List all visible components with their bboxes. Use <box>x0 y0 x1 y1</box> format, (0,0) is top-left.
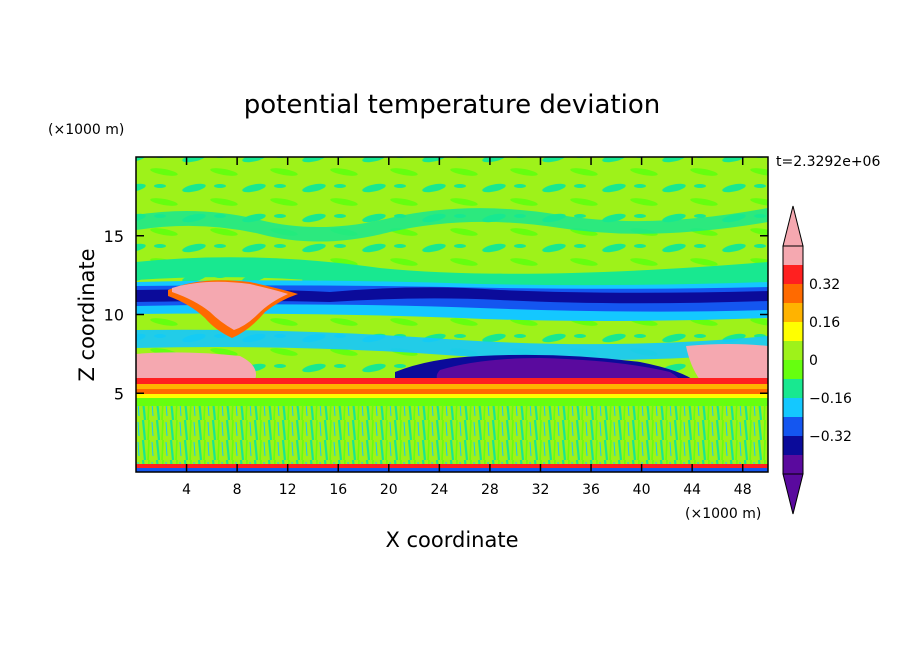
colorbar-swatch <box>783 417 803 436</box>
x-tick-label: 32 <box>532 482 550 498</box>
x-unit-label: (×1000 m) <box>685 506 761 522</box>
colorbar-swatch <box>783 322 803 341</box>
x-tick-label: 8 <box>233 482 242 498</box>
colorbar-label: 0.32 <box>809 277 840 293</box>
y-tick-label: 15 <box>104 227 124 246</box>
x-axis-label: X coordinate <box>385 528 518 552</box>
colorbar-label: −0.32 <box>809 429 852 445</box>
colorbar-label: −0.16 <box>809 391 852 407</box>
colorbar-swatch <box>783 436 803 455</box>
time-label: t=2.3292e+06 <box>776 154 880 170</box>
colorbar-swatch <box>783 455 803 474</box>
x-tick-label: 20 <box>380 482 398 498</box>
x-tick-label: 12 <box>279 482 297 498</box>
x-tick-label: 24 <box>430 482 448 498</box>
colorbar-swatch <box>783 360 803 379</box>
chart-title: potential temperature deviation <box>244 90 660 120</box>
colorbar-over-arrow <box>782 205 804 247</box>
y-tick-label: 10 <box>104 306 124 325</box>
colorbar: 0.32 0.16 0 −0.16 −0.32 <box>782 205 852 515</box>
colorbar-swatch <box>783 379 803 398</box>
colorbar-label: 0.16 <box>809 315 840 331</box>
x-tick-label: 44 <box>683 482 701 498</box>
x-tick-label: 48 <box>734 482 752 498</box>
colorbar-swatch <box>783 303 803 322</box>
x-axis: 4 8 12 16 20 24 28 32 36 40 44 48 <box>182 157 752 498</box>
x-tick-label: 16 <box>329 482 347 498</box>
colorbar-swatch <box>783 246 803 265</box>
colorbar-under-arrow <box>782 473 804 515</box>
colorbar-swatch <box>783 341 803 360</box>
colorbar-label: 0 <box>809 353 818 369</box>
heatmap-field <box>136 157 768 472</box>
y-tick-label: 5 <box>114 384 124 403</box>
x-tick-label: 4 <box>182 482 191 498</box>
x-tick-label: 28 <box>481 482 499 498</box>
y-axis-label: Z coordinate <box>75 248 99 381</box>
y-unit-label: (×1000 m) <box>48 122 124 138</box>
x-tick-label: 36 <box>582 482 600 498</box>
y-axis: 5 10 15 <box>104 227 768 403</box>
colorbar-swatch <box>783 398 803 417</box>
colorbar-swatch <box>783 265 803 284</box>
x-tick-label: 40 <box>633 482 651 498</box>
colorbar-swatch <box>783 284 803 303</box>
